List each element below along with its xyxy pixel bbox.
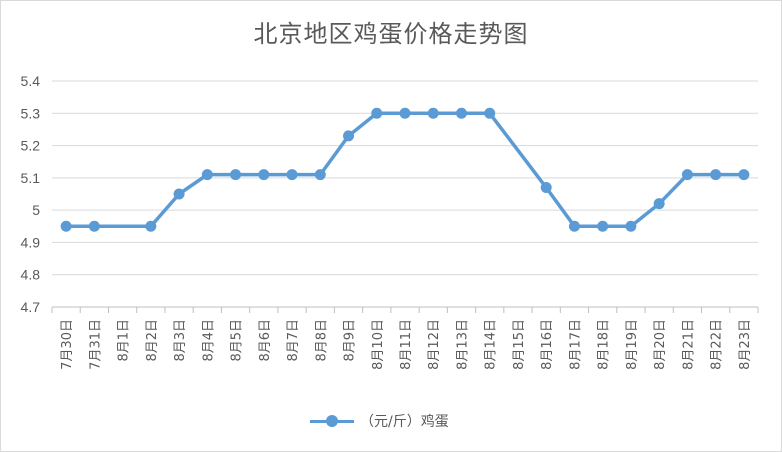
data-point — [88, 220, 100, 232]
y-tick-label: 5.3 — [21, 105, 41, 121]
data-point — [427, 107, 439, 119]
data-point — [738, 169, 750, 181]
y-tick-label: 5.2 — [21, 138, 41, 154]
data-point — [230, 169, 242, 181]
x-tick-label: 8月17日 — [568, 319, 583, 370]
data-point — [681, 169, 693, 181]
x-tick-label: 8月15日 — [512, 319, 527, 370]
x-axis: 7月30日 7月31日 8月1日 8月2日 8月3日 8月4日 8月5日 8月6日 8月7日 8月… — [51, 306, 759, 370]
data-point — [173, 188, 185, 200]
data-point — [201, 169, 213, 181]
data-point — [60, 220, 72, 232]
data-point — [625, 220, 637, 232]
data-point — [484, 107, 496, 119]
x-tick-label: 8月12日 — [427, 319, 442, 370]
x-tick-label: 7月31日 — [88, 319, 103, 370]
data-point — [145, 220, 157, 232]
x-tick-label: 8月11日 — [399, 319, 414, 370]
x-tick-label: 8月10日 — [371, 319, 386, 370]
x-tick-label: 8月14日 — [484, 319, 499, 370]
data-point — [258, 169, 270, 181]
x-tick-label: 8月21日 — [681, 319, 696, 370]
y-tick-label: 5 — [32, 202, 40, 218]
data-point — [286, 169, 298, 181]
x-tick-label: 8月6日 — [258, 319, 273, 362]
series-line — [64, 111, 746, 229]
x-tick-label: 8月3日 — [173, 319, 188, 362]
x-tick-label: 8月8日 — [314, 319, 329, 362]
series-lines — [64, 111, 746, 229]
x-tick-label: 8月23日 — [738, 319, 753, 370]
data-point — [343, 130, 355, 142]
data-point — [371, 107, 383, 119]
data-point — [597, 220, 609, 232]
x-tick-label: 8月7日 — [286, 319, 301, 362]
x-tick-label: 7月30日 — [60, 319, 75, 370]
data-point — [399, 107, 411, 119]
y-tick-label: 4.8 — [21, 267, 41, 283]
data-point — [455, 107, 467, 119]
y-tick-label: 4.7 — [21, 299, 41, 315]
data-point — [314, 169, 326, 181]
x-tick-label: 8月9日 — [343, 319, 358, 362]
grid-lines — [52, 80, 758, 276]
x-tick-label: 8月22日 — [710, 319, 725, 370]
legend-line-marker-icon — [310, 414, 354, 428]
legend: （元/斤）鸡蛋 — [310, 409, 449, 433]
data-points — [60, 107, 750, 232]
y-tick-label: 5.1 — [21, 170, 41, 186]
data-point — [540, 182, 552, 194]
data-point — [710, 169, 722, 181]
x-tick-label: 8月1日 — [117, 319, 132, 362]
x-tick-label: 8月5日 — [230, 319, 245, 362]
data-point — [653, 198, 665, 210]
legend-label: （元/斤）鸡蛋 — [360, 414, 449, 430]
chart-title: 北京地区鸡蛋价格走势图 — [253, 20, 529, 48]
x-tick-label: 8月19日 — [625, 319, 640, 370]
y-tick-label: 4.9 — [21, 234, 41, 250]
y-axis-ticks: 5.4 5.3 5.2 5.1 5 4.9 4.8 4.7 — [21, 73, 41, 315]
x-tick-label: 8月20日 — [653, 319, 668, 370]
data-point — [568, 220, 580, 232]
x-tick-label: 8月13日 — [455, 319, 470, 370]
x-tick-label: 8月16日 — [540, 319, 555, 370]
x-tick-label: 8月18日 — [597, 319, 612, 370]
x-tick-label: 8月4日 — [201, 319, 216, 362]
y-tick-label: 5.4 — [21, 73, 41, 89]
x-tick-label: 8月2日 — [145, 319, 160, 362]
